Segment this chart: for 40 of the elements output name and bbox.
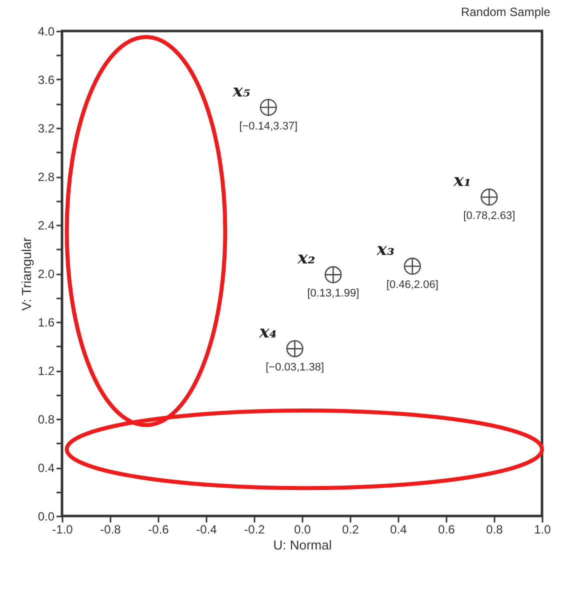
point — [404, 258, 421, 275]
x-tick-label: 0.8 — [486, 522, 504, 536]
x-tick-label: -0.2 — [244, 522, 266, 536]
point — [286, 340, 304, 358]
series-label: x₃ — [376, 240, 394, 260]
x-axis-title: U: Normal — [273, 538, 332, 552]
y-tick-label: 3.6 — [38, 73, 55, 87]
y-axis-title: V: Triangular — [18, 236, 34, 311]
x-tick-label: -1.0 — [52, 522, 74, 536]
y-tick-label: 1.6 — [38, 316, 55, 330]
y-tick-label: 0.0 — [38, 510, 55, 524]
chart-title: Random Sample — [460, 5, 551, 19]
y-tick-label: 2.4 — [38, 218, 55, 232]
series-label: x₂ — [296, 248, 316, 269]
annotation: [−0.03,1.38] — [266, 362, 324, 374]
x-tick-label: 0.4 — [390, 522, 408, 536]
y-tick-label: 0.8 — [38, 412, 55, 426]
y-tick-label: 0.4 — [38, 461, 55, 475]
x-tick-label: -0.8 — [100, 522, 122, 536]
x-tick-label: 0.2 — [342, 522, 360, 536]
x-tick-label: 1.0 — [534, 522, 552, 536]
point — [324, 266, 342, 284]
point — [480, 188, 498, 206]
series-label: x₄ — [258, 322, 277, 343]
annotation: [0.13,1.99] — [307, 288, 360, 300]
y-tick-label: 4.0 — [38, 24, 55, 38]
point — [260, 98, 277, 116]
y-tick-label: 2.8 — [38, 170, 55, 184]
y-tick-label: 2.0 — [38, 267, 55, 281]
x-tick-label: -0.6 — [148, 522, 170, 536]
y-tick-label: 3.2 — [38, 122, 55, 136]
x-tick-label: 0.6 — [438, 522, 456, 536]
x-tick-label: -0.4 — [196, 522, 218, 536]
annotation: [−0.14,3.37] — [239, 120, 298, 132]
series-label: x₅ — [232, 81, 250, 102]
series-label: x₁ — [452, 171, 472, 192]
y-tick-label: 1.2 — [38, 364, 55, 378]
annotation: [0.46,2.06] — [386, 279, 438, 292]
annotation: [0.78,2.63] — [463, 210, 516, 222]
x-tick-label: 0.0 — [294, 522, 312, 536]
